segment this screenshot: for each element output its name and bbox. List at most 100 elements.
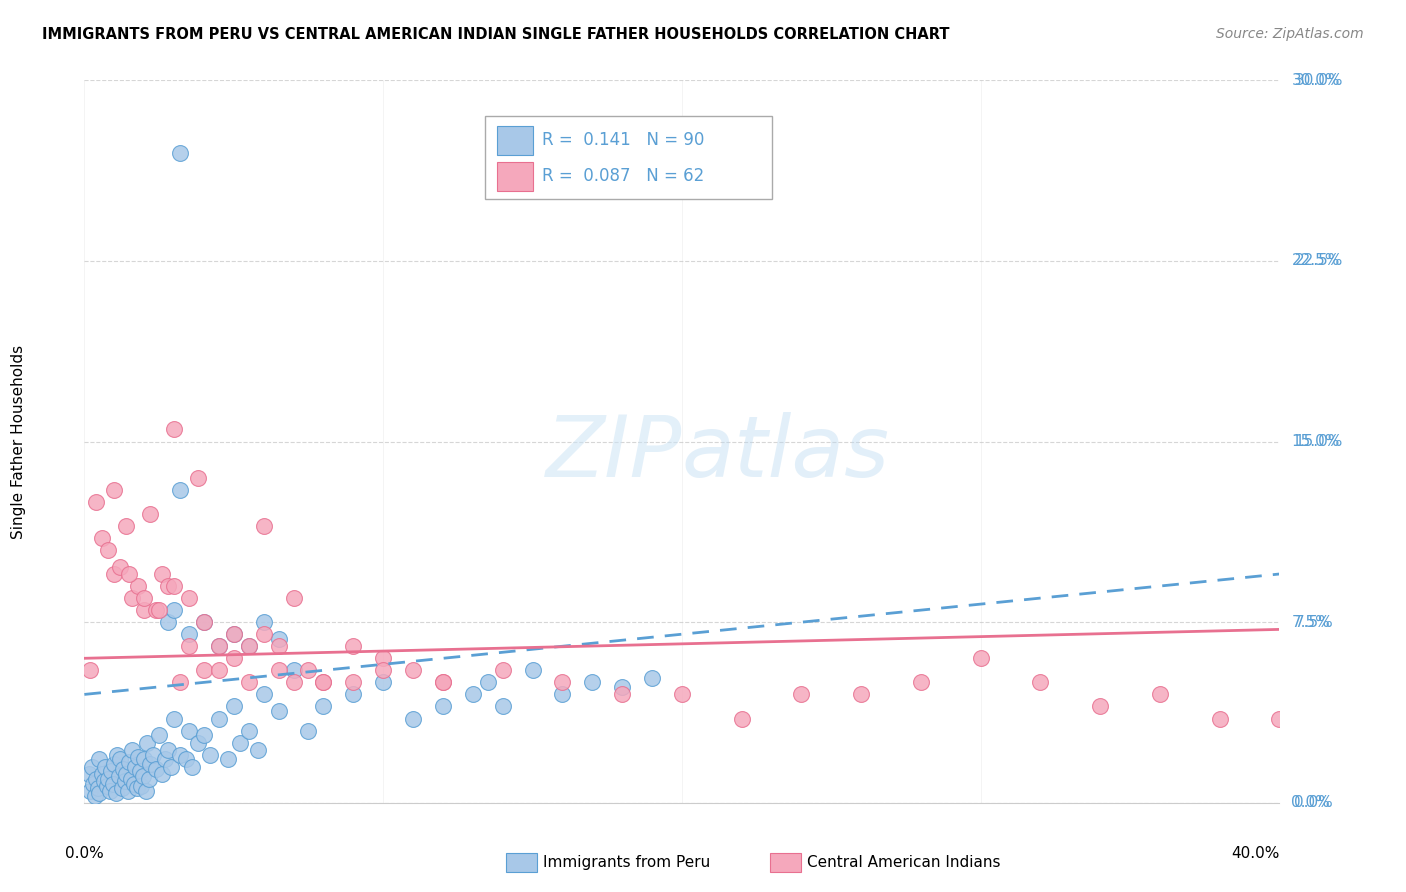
Point [551, 687, 574, 701]
Point [86, 772, 108, 786]
Point [80, 760, 103, 774]
Point [97, 542, 120, 557]
Point [142, 747, 165, 762]
Point [461, 687, 484, 701]
Point [157, 579, 180, 593]
Text: 30.0%: 30.0% [1295, 73, 1343, 87]
Point [120, 772, 142, 786]
Point [222, 627, 245, 641]
Point [312, 699, 335, 714]
Point [89, 752, 111, 766]
Point [83, 789, 105, 803]
Point [222, 651, 245, 665]
Bar [496, 162, 533, 191]
Point [198, 747, 221, 762]
Text: 30.0%: 30.0% [1292, 73, 1340, 87]
Point [217, 752, 239, 766]
Point [132, 603, 156, 617]
Point [581, 675, 603, 690]
Point [297, 723, 319, 738]
Point [1209, 712, 1232, 726]
Point [970, 651, 993, 665]
Point [112, 762, 135, 776]
Point [342, 675, 364, 690]
Point [129, 779, 152, 793]
Point [91, 531, 114, 545]
Point [97, 772, 120, 786]
Point [145, 603, 167, 617]
Point [79, 664, 101, 678]
Point [111, 781, 134, 796]
Point [135, 784, 157, 798]
Point [93, 774, 115, 789]
Point [89, 786, 111, 800]
Point [105, 747, 128, 762]
Point [238, 639, 260, 653]
Point [87, 781, 110, 796]
Point [402, 664, 425, 678]
Text: Single Father Households: Single Father Households [11, 344, 27, 539]
Point [157, 615, 180, 630]
Point [148, 728, 170, 742]
Point [208, 639, 231, 653]
Point [139, 757, 162, 772]
Point [104, 786, 127, 800]
Point [124, 760, 146, 774]
Point [432, 675, 454, 690]
Point [169, 747, 191, 762]
Point [208, 639, 231, 653]
Text: 15.0%: 15.0% [1295, 434, 1343, 449]
Point [208, 664, 231, 678]
Point [157, 743, 180, 757]
Point [103, 483, 125, 497]
Text: R =  0.087   N = 62: R = 0.087 N = 62 [543, 168, 704, 186]
Point [193, 728, 215, 742]
Point [79, 784, 101, 798]
Point [150, 767, 173, 781]
Point [128, 764, 150, 779]
Point [193, 664, 215, 678]
Point [110, 559, 132, 574]
Bar [496, 126, 533, 154]
Text: 7.5%: 7.5% [1295, 615, 1333, 630]
Point [283, 664, 305, 678]
Text: 22.5%: 22.5% [1292, 253, 1340, 268]
Point [82, 776, 104, 790]
Point [148, 603, 170, 617]
Point [139, 507, 162, 521]
Point [177, 639, 200, 653]
Point [174, 752, 197, 766]
Text: Source: ZipAtlas.com: Source: ZipAtlas.com [1216, 27, 1364, 41]
Point [641, 671, 664, 685]
Point [187, 471, 209, 485]
Point [145, 762, 167, 776]
Point [118, 755, 141, 769]
Point [131, 769, 153, 783]
Point [222, 699, 245, 714]
Text: R =  0.141   N = 90: R = 0.141 N = 90 [543, 131, 704, 149]
Point [267, 664, 290, 678]
Point [551, 675, 574, 690]
Point [115, 767, 138, 781]
Point [132, 752, 156, 766]
Point [373, 675, 395, 690]
Text: Immigrants from Peru: Immigrants from Peru [543, 855, 710, 870]
Point [103, 757, 125, 772]
Point [612, 680, 634, 694]
Point [671, 687, 693, 701]
Point [169, 145, 191, 160]
Point [312, 675, 335, 690]
Point [96, 779, 118, 793]
Point [121, 591, 143, 606]
Point [121, 743, 143, 757]
Point [612, 687, 634, 701]
Point [169, 483, 191, 497]
Point [246, 743, 269, 757]
Point [1029, 675, 1052, 690]
Point [1268, 712, 1291, 726]
Point [127, 750, 149, 764]
Point [253, 615, 276, 630]
Point [208, 712, 231, 726]
Point [492, 664, 515, 678]
Point [117, 784, 139, 798]
